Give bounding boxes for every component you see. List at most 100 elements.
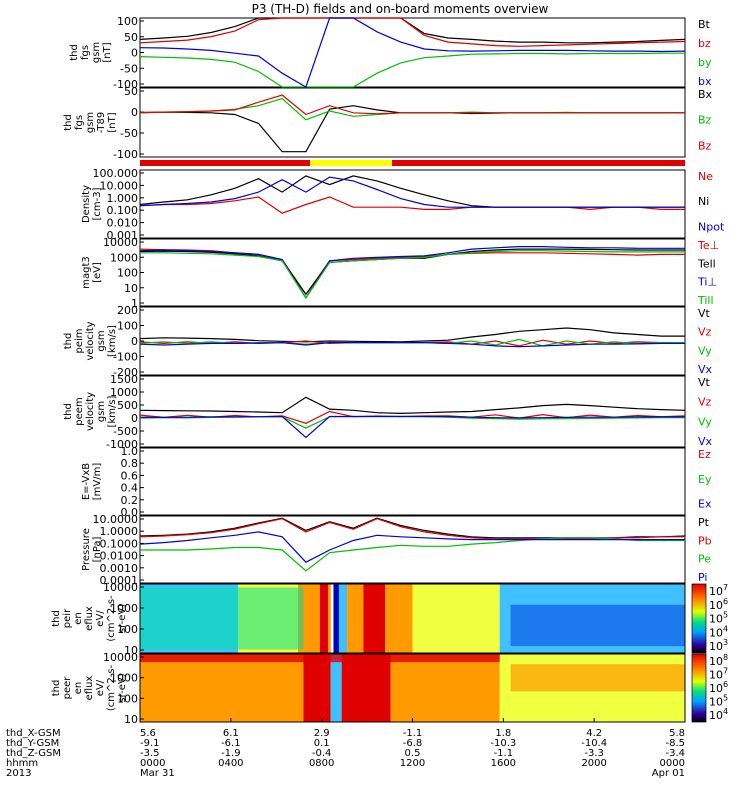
y-tick-label: 100 bbox=[117, 15, 138, 28]
colorbar bbox=[691, 653, 707, 723]
x-row-value: 5.8 bbox=[669, 728, 685, 739]
y-tick-label: 10000 bbox=[103, 581, 138, 594]
panel-1: 100 50 0 -50 -100 thd fgs gsm [nT] Bt bz by bx bbox=[69, 15, 712, 91]
y-tick-label: -100 bbox=[113, 351, 138, 364]
y-axis-label: thd peir en eflux eV/(cm^2-s-sr-eV) bbox=[51, 595, 128, 642]
x-row-value: -9.1 bbox=[140, 738, 160, 749]
colorbar-tick-label: 103 bbox=[709, 638, 728, 653]
y-axis-label-line: thd bbox=[69, 44, 80, 61]
y-axis-label-line: eV/ bbox=[95, 610, 106, 627]
series-line-Vx bbox=[139, 415, 685, 439]
y-axis-label-line: thd bbox=[63, 403, 74, 420]
x-row-value: 1200 bbox=[400, 758, 425, 769]
spectrogram-band-3 bbox=[330, 654, 342, 722]
y-tick-label: -500 bbox=[113, 425, 138, 438]
legend-entry: Pt bbox=[698, 516, 710, 529]
spectrogram-region bbox=[140, 587, 304, 650]
legend-entry: Vz bbox=[698, 326, 712, 339]
legend-entry: Bz bbox=[698, 114, 712, 127]
colorbar-tick-label: 107 bbox=[709, 583, 728, 598]
y-axis-label: thd fgs gsm -T89 [nT] bbox=[63, 112, 118, 134]
y-tick-label: 1000 bbox=[110, 672, 138, 685]
y-tick-label: 100.000 bbox=[93, 167, 139, 180]
x-row-value: -1.9 bbox=[221, 748, 241, 759]
y-tick-label: 0.001 bbox=[107, 229, 139, 242]
x-row-value: -0.4 bbox=[312, 748, 332, 759]
x-row-value: 0.1 bbox=[314, 738, 330, 749]
y-tick-label: 10 bbox=[124, 713, 138, 726]
x-row-value: -3.5 bbox=[140, 748, 160, 759]
y-tick-label: -100 bbox=[113, 78, 138, 91]
y-axis-label-line: [eV] bbox=[92, 262, 103, 283]
series-line-Bt bbox=[139, 17, 686, 44]
spectrogram-band-9 bbox=[363, 584, 386, 653]
legend-entry: Pi bbox=[698, 571, 707, 584]
y-axis-label-line: [nPa] bbox=[92, 536, 103, 562]
colorbar-tick-label: 104 bbox=[709, 707, 728, 722]
y-axis-label-line: thd bbox=[51, 680, 62, 697]
series-line-Pe bbox=[140, 537, 685, 572]
y-tick-label: 1.0 bbox=[121, 445, 139, 458]
y-tick-label: -200 bbox=[113, 366, 138, 379]
legend-entry: Vy bbox=[698, 415, 712, 428]
x-row-value: -6.1 bbox=[221, 738, 241, 749]
y-tick-label: 0.1000 bbox=[100, 537, 139, 550]
y-axis-label-line: sr-eV) bbox=[117, 604, 128, 633]
spectrogram-band-8 bbox=[347, 584, 364, 653]
colorbar-tick-label: 105 bbox=[709, 611, 728, 626]
y-tick-label: 100 bbox=[117, 623, 138, 636]
spectrogram-band-11 bbox=[412, 584, 500, 653]
y-tick-label: 1.000 bbox=[107, 192, 139, 205]
spectrogram-band-2 bbox=[303, 654, 331, 722]
y-axis-label-line: en bbox=[73, 682, 84, 695]
y-axis-label-line: peem bbox=[74, 397, 85, 425]
y-tick-label: 10.000 bbox=[100, 179, 139, 192]
y-tick-label: 0.100 bbox=[107, 204, 139, 217]
y-tick-label: 100 bbox=[117, 320, 138, 333]
y-axis-label: thd fgs gsm [nT] bbox=[69, 42, 113, 63]
y-axis-label-line: peim bbox=[74, 328, 85, 353]
panel-7: 1.00.80.60.40.20.0 E=-VxB [mV/m] Ez Ey Ex bbox=[81, 445, 712, 519]
colorbar bbox=[691, 583, 707, 654]
series-line-by bbox=[139, 52, 685, 88]
series-line-Till bbox=[140, 250, 685, 300]
panel-frame bbox=[139, 87, 686, 158]
y-tick-label: 0 bbox=[131, 106, 138, 119]
spectrogram-band-6 bbox=[333, 584, 339, 653]
y-axis-label: E=-VxB [mV/m] bbox=[81, 463, 103, 501]
y-tick-label: -1000 bbox=[106, 438, 138, 451]
y-tick-label: 0.8 bbox=[121, 457, 139, 470]
spectrogram-band-1 bbox=[140, 654, 304, 722]
x-axis-labels: thd_X-GSM 5.6 6.1 2.9 -1.1 1.8 4.2 5.8 thd_Y-GSM… bbox=[6, 718, 686, 779]
y-axis-label-line: eflux bbox=[84, 606, 95, 631]
panel-frame bbox=[139, 17, 686, 88]
legend-entry: Npot bbox=[698, 220, 725, 233]
y-axis-label-line: velocity bbox=[85, 392, 96, 431]
mode-bar-segment bbox=[140, 160, 310, 166]
panel-frame bbox=[139, 583, 686, 654]
spectrogram-band-4 bbox=[319, 584, 329, 653]
y-tick-label: 10000 bbox=[103, 236, 138, 249]
y-tick-label: -100 bbox=[113, 148, 138, 161]
x-row-value: 0400 bbox=[218, 758, 243, 769]
y-tick-label: 1000 bbox=[110, 386, 138, 399]
legend-entry: Vx bbox=[698, 363, 713, 376]
series-line-bz bbox=[139, 17, 686, 47]
y-tick-label: 1000 bbox=[110, 251, 138, 264]
y-tick-label: 0 bbox=[131, 47, 138, 60]
legend-entry: bx bbox=[698, 75, 712, 88]
x-row-value: 1600 bbox=[491, 758, 516, 769]
y-axis-label-line: E=-VxB bbox=[81, 463, 92, 500]
legend-entry: Vt bbox=[698, 376, 711, 389]
y-axis-label-line: [km/s] bbox=[107, 395, 118, 427]
legend-entry: Vx bbox=[698, 435, 713, 448]
y-axis-label-line: thd bbox=[51, 610, 62, 627]
y-tick-label: 0.0010 bbox=[100, 562, 139, 575]
y-axis-label: thd peim velocity gsm [km/s] bbox=[63, 321, 118, 360]
x-row-value: -3.3 bbox=[584, 748, 604, 759]
y-tick-label: 100 bbox=[117, 267, 138, 280]
y-axis-label-line: thd bbox=[63, 333, 74, 350]
y-axis-label-line: [mV/m] bbox=[92, 463, 103, 501]
